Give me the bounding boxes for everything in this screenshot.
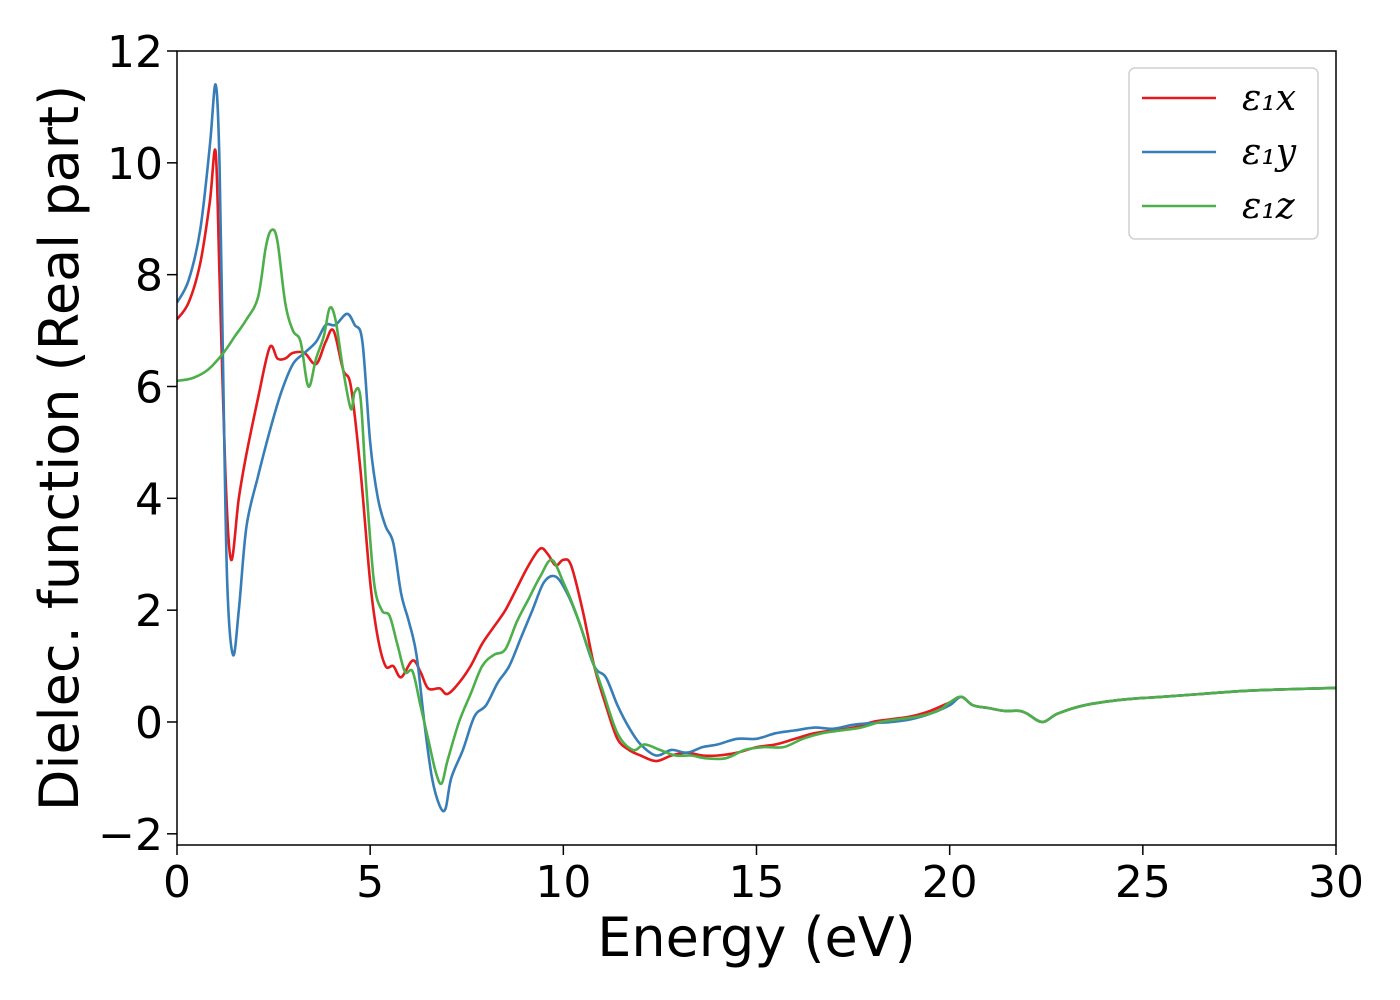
series-layer bbox=[177, 83, 1336, 813]
y-tick-label: 10 bbox=[107, 139, 163, 190]
y-axis-title: Dielec. function (Real part) bbox=[28, 85, 91, 811]
legend-label-3: ε₁z bbox=[1242, 186, 1296, 227]
legend-items: ε₁x ε₁y ε₁z bbox=[1142, 78, 1297, 227]
x-tick-label: 15 bbox=[729, 857, 785, 908]
legend-label-1: ε₁x bbox=[1242, 78, 1296, 119]
y-tick-label: 6 bbox=[135, 362, 163, 413]
legend-label-2: ε₁y bbox=[1242, 132, 1297, 173]
x-tick-label: 5 bbox=[356, 857, 384, 908]
x-axis-title: Energy (eV) bbox=[597, 906, 916, 969]
legend-box bbox=[1128, 67, 1319, 240]
series-line-3 bbox=[177, 228, 1336, 786]
legend: ε₁x ε₁y ε₁z bbox=[1128, 67, 1319, 240]
y-tick-label: 12 bbox=[107, 27, 163, 78]
x-tick-label: 30 bbox=[1308, 857, 1364, 908]
x-tick-label: 10 bbox=[535, 857, 591, 908]
y-tick-label: 0 bbox=[135, 698, 163, 749]
y-tick-label: 4 bbox=[135, 474, 163, 525]
series-line-1 bbox=[177, 148, 1336, 763]
y-tick-label: 8 bbox=[135, 251, 163, 302]
x-tick-label: 0 bbox=[163, 857, 191, 908]
y-tick-label: 2 bbox=[135, 586, 163, 637]
x-tick-label: 25 bbox=[1115, 857, 1171, 908]
x-tick-label: 20 bbox=[922, 857, 978, 908]
y-tick-label: −2 bbox=[98, 810, 163, 861]
